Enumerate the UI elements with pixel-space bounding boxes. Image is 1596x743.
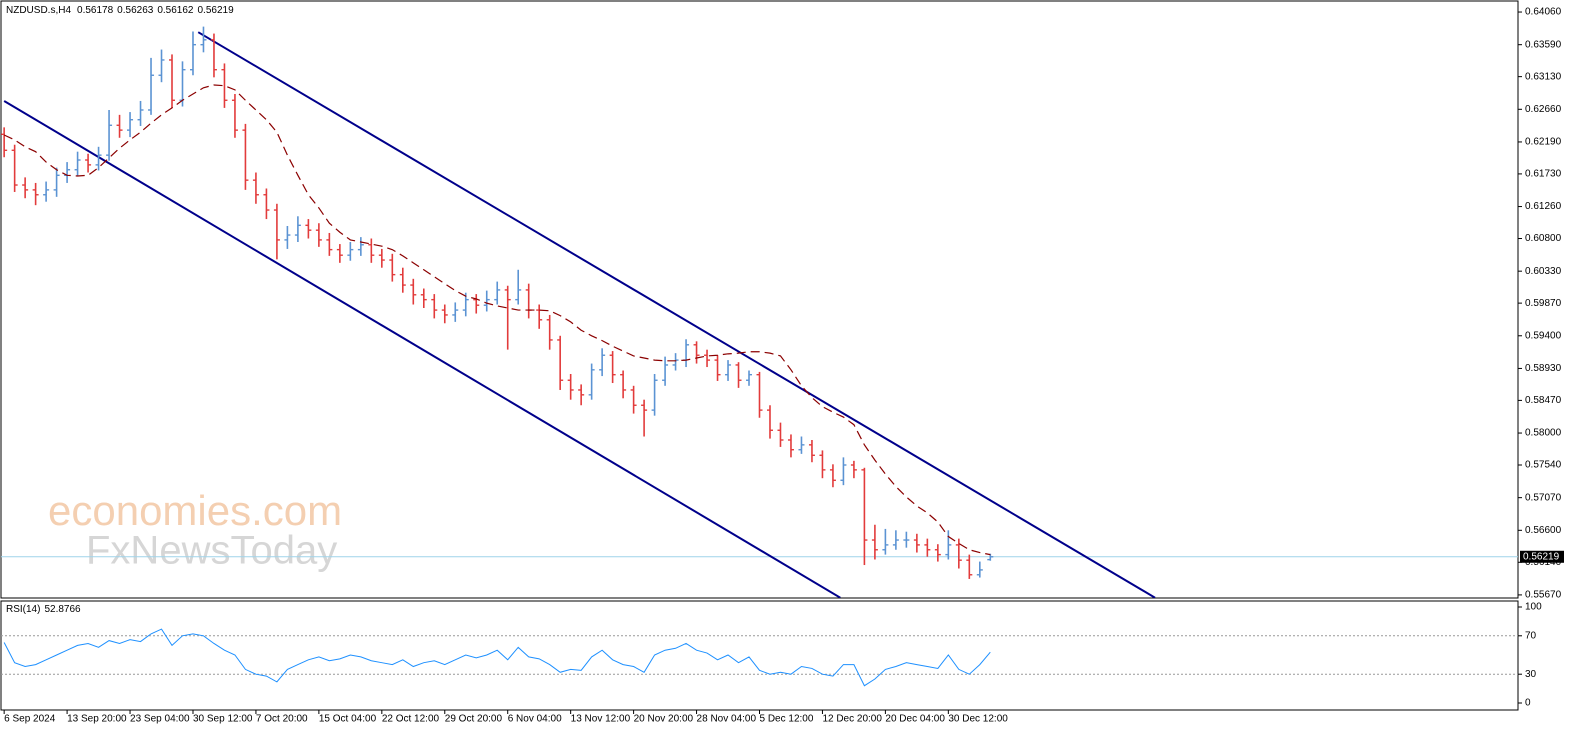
y-tick-label: 0.59870 [1525,298,1562,309]
x-tick-label: 30 Sep 12:00 [193,714,253,725]
rsi-name: RSI(14) [6,604,40,615]
y-tick-label: 0.61730 [1525,169,1562,180]
x-tick-label: 23 Sep 04:00 [130,714,190,725]
x-tick-label: 22 Oct 12:00 [382,714,440,725]
y-tick-label: 0.63130 [1525,71,1562,82]
x-tick-label: 29 Oct 20:00 [445,714,503,725]
rsi-line [3,628,991,687]
x-tick-label: 13 Nov 12:00 [571,714,631,725]
y-tick-label: 0.62660 [1525,104,1562,115]
y-tick-label: 0.62190 [1525,137,1562,148]
x-tick-label: 28 Nov 04:00 [697,714,757,725]
y-tick-label: 0.57540 [1525,460,1562,471]
x-tick-label: 6 Sep 2024 [4,714,56,725]
y-tick-label: 70 [1525,630,1537,641]
y-tick-label: 0.57070 [1525,492,1562,503]
x-tick-label: 20 Dec 04:00 [885,714,945,725]
y-tick-label: 0.58470 [1525,395,1562,406]
last-low: 0.56162 [157,5,194,16]
trendline [3,100,841,598]
price-panel-frame [0,0,1519,599]
x-tick-label: 30 Dec 12:00 [948,714,1008,725]
last-close: 0.56219 [197,5,234,16]
y-tick-label: 0.61260 [1525,201,1562,212]
y-tick-label: 0.60800 [1525,233,1562,244]
y-tick-label: 0.59400 [1525,330,1562,341]
watermark: economies.com FxNewsToday [48,487,342,572]
y-tick-label: 0.64060 [1525,7,1562,18]
y-tick-label: 0.56600 [1525,525,1562,536]
x-tick-label: 7 Oct 20:00 [256,714,308,725]
rsi-last: 52.8766 [44,604,81,615]
watermark-fxnewstoday: FxNewsToday [86,529,337,573]
y-tick-label: 0.55670 [1525,590,1562,601]
plot-area [1,628,1518,687]
moving-average [3,84,991,556]
symbol: NZDUSD.s,H4 [6,5,71,16]
y-tick-label: 0 [1525,698,1531,709]
y-tick-label: 0.60330 [1525,266,1562,277]
x-tick-label: 6 Nov 04:00 [508,714,562,725]
x-tick-label: 5 Dec 12:00 [760,714,814,725]
y-tick-label: 100 [1525,602,1542,613]
x-tick-label: 15 Oct 04:00 [319,714,377,725]
x-tick-label: 12 Dec 20:00 [822,714,882,725]
x-tick-label: 13 Sep 20:00 [67,714,127,725]
last-open: 0.56178 [77,5,114,16]
y-tick-label: 0.58000 [1525,428,1562,439]
trendline [197,31,1156,598]
plot-area [1,26,1518,598]
rsi-title: RSI(14) 52.8766 [6,604,81,615]
y-tick-label: 30 [1525,669,1537,680]
current-price-label: 0.56219 [1523,551,1560,562]
x-tick-label: 20 Nov 20:00 [634,714,694,725]
chart-title: NZDUSD.s,H4 0.56178 0.56263 0.56162 0.56219 [6,5,234,16]
last-high: 0.56263 [117,5,154,16]
y-tick-label: 0.63590 [1525,39,1562,50]
current-price-box [1520,550,1564,563]
y-tick-label: 0.58930 [1525,363,1562,374]
watermark-economies: economies.com [48,487,342,534]
